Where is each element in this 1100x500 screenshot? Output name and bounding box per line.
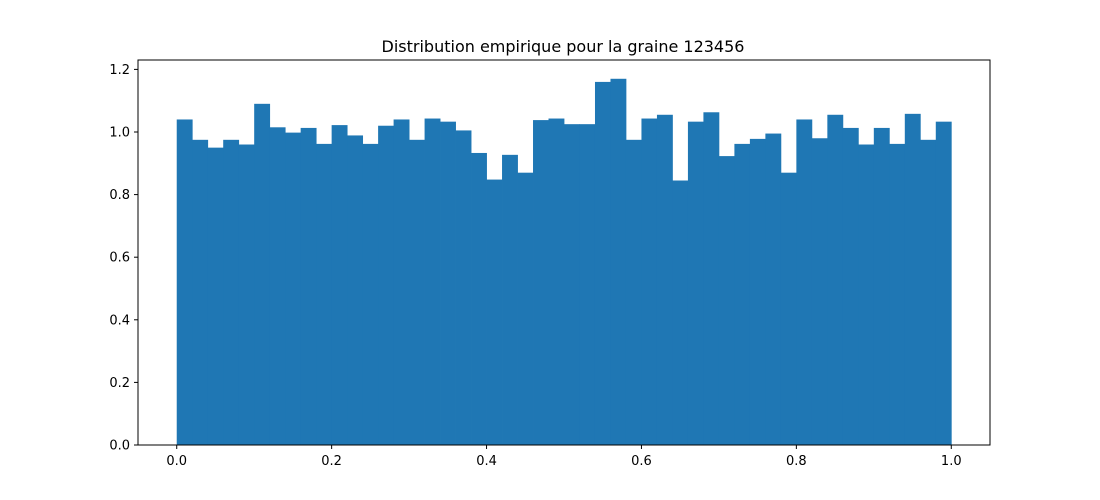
y-axis: 0.0 0.2 0.4 0.6 0.8 1.0 1.2 — [109, 63, 138, 454]
histogram-bar — [347, 135, 364, 446]
histogram-bar — [796, 119, 813, 445]
histogram-bar — [842, 127, 859, 446]
histogram-bar — [331, 125, 348, 446]
histogram-bar — [285, 132, 302, 445]
histogram-bar — [486, 179, 503, 446]
histogram-bar — [471, 152, 487, 445]
histogram-bar — [548, 118, 565, 445]
histogram-bar — [920, 139, 937, 445]
histogram-bar — [935, 121, 952, 446]
histogram-bar — [827, 114, 844, 445]
histogram-bar — [610, 78, 627, 445]
histogram-bar — [362, 143, 379, 446]
histogram-bar — [300, 127, 317, 446]
histogram-bar — [316, 143, 333, 446]
histogram-bar — [393, 119, 410, 445]
histogram-bar — [672, 180, 689, 446]
y-tick-label: 0.0 — [109, 439, 130, 454]
x-axis: 0.0 0.2 0.4 0.6 0.8 1.0 — [166, 445, 962, 469]
histogram-bar — [223, 139, 240, 445]
histogram-bar — [625, 139, 642, 445]
x-tick-label: 0.0 — [166, 454, 187, 469]
histogram-bar — [718, 156, 735, 445]
histogram-bar — [780, 172, 797, 445]
histogram-bar — [207, 147, 224, 445]
y-tick-label: 1.0 — [109, 125, 130, 140]
histogram-bar — [749, 138, 766, 445]
histogram-bar — [378, 125, 394, 446]
bars-layer — [176, 78, 952, 446]
histogram-bar — [517, 172, 534, 445]
histogram-bar — [734, 143, 751, 446]
histogram-bar — [641, 118, 658, 445]
histogram-bar — [176, 119, 193, 445]
chart-title: Distribution empirique pour la graine 12… — [382, 37, 745, 56]
histogram-bar — [409, 139, 425, 445]
histogram-bar — [502, 154, 518, 445]
x-tick-label: 0.4 — [476, 454, 497, 469]
histogram-bar — [889, 143, 906, 446]
histogram-bar — [656, 114, 673, 445]
histogram-bar — [564, 124, 580, 446]
histogram-bar — [765, 133, 782, 445]
histogram-bar — [858, 144, 875, 445]
histogram-bar — [455, 130, 472, 446]
y-tick-label: 0.8 — [109, 188, 130, 203]
y-tick-label: 0.6 — [109, 251, 130, 266]
y-tick-label: 0.2 — [109, 376, 130, 391]
y-tick-label: 0.4 — [109, 313, 130, 328]
axes-frame — [137, 59, 991, 446]
histogram-bar — [811, 138, 828, 446]
histogram-bar — [254, 103, 271, 445]
x-tick-label: 0.8 — [786, 454, 807, 469]
histogram-bar — [533, 120, 549, 445]
y-tick-label: 1.2 — [109, 63, 130, 78]
histogram-bar — [192, 139, 209, 445]
x-tick-label: 0.6 — [631, 454, 652, 469]
histogram-bar — [238, 144, 255, 445]
histogram-bar — [873, 127, 890, 446]
x-tick-label: 1.0 — [941, 454, 962, 469]
histogram-bar — [687, 121, 704, 446]
histogram-bar — [269, 127, 286, 445]
histogram-bar — [579, 124, 596, 446]
histogram-bar — [440, 121, 456, 446]
histogram-bar — [904, 113, 921, 445]
histogram-bar — [594, 81, 611, 445]
histogram-bar — [703, 112, 720, 446]
histogram-bar — [424, 118, 441, 445]
x-tick-label: 0.2 — [321, 454, 342, 469]
